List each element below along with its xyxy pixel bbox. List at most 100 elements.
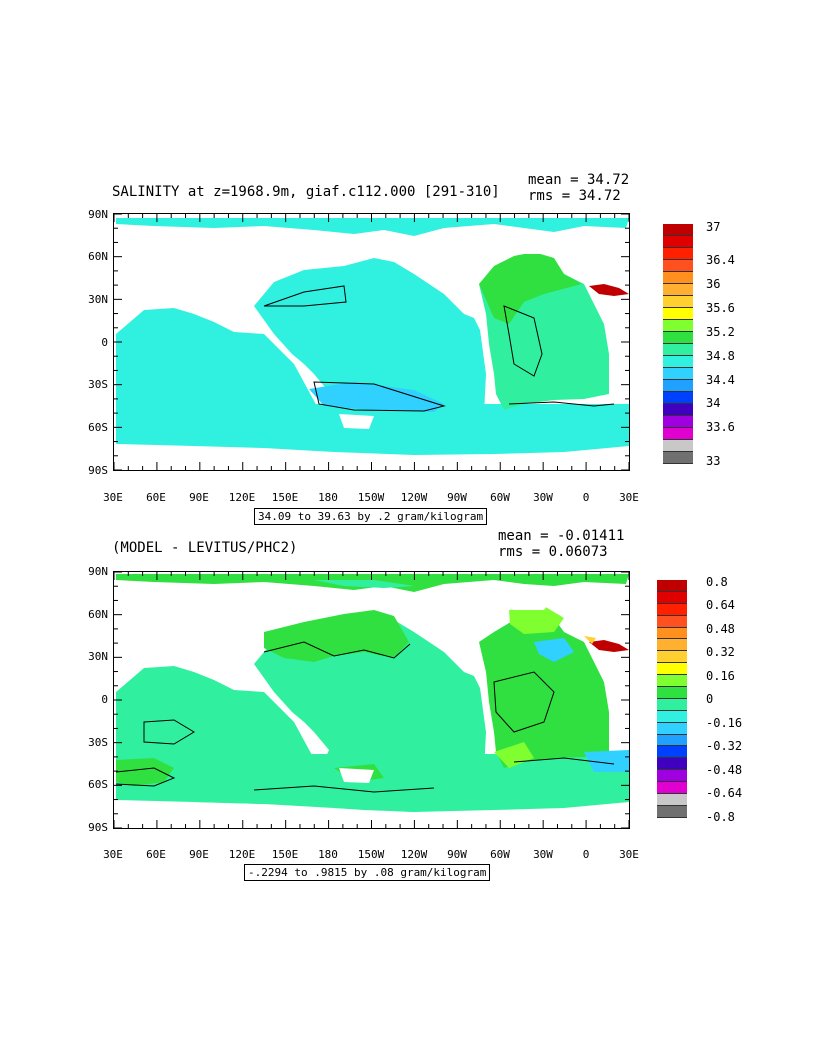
colorbar-swatch bbox=[663, 428, 693, 440]
lon-label: 150W bbox=[357, 491, 385, 504]
lon-label: 90W bbox=[447, 848, 467, 861]
colorbar bbox=[657, 580, 687, 818]
lat-label: 30S bbox=[88, 378, 108, 391]
colorbar-swatch bbox=[657, 651, 687, 664]
lon-label: 120E bbox=[228, 491, 256, 504]
lat-label: 90S bbox=[88, 464, 108, 477]
colorbar-swatch bbox=[657, 722, 687, 735]
colorbar-swatch bbox=[663, 404, 693, 416]
colorbar-label: 0.8 bbox=[706, 575, 728, 589]
lon-label: 30E bbox=[619, 491, 639, 504]
lon-label: 60E bbox=[146, 848, 166, 861]
colorbar-swatch bbox=[657, 758, 687, 771]
colorbar-swatch bbox=[663, 392, 693, 404]
lon-label: 120W bbox=[400, 491, 428, 504]
difference-field bbox=[114, 572, 629, 828]
lat-label: 30N bbox=[88, 650, 108, 663]
lat-label: 60N bbox=[88, 608, 108, 621]
colorbar-label: 0.32 bbox=[706, 645, 735, 659]
lat-label: 0 bbox=[101, 336, 108, 349]
colorbar-swatch bbox=[657, 639, 687, 652]
difference-map bbox=[113, 571, 630, 829]
colorbar-swatch bbox=[663, 308, 693, 320]
colorbar-swatch bbox=[657, 746, 687, 759]
colorbar-swatch bbox=[663, 356, 693, 368]
lon-label: 30E bbox=[103, 848, 123, 861]
lat-label: 30S bbox=[88, 736, 108, 749]
colorbar-label: -0.48 bbox=[706, 763, 743, 777]
lon-label: 150E bbox=[271, 848, 299, 861]
colorbar-label: 35.6 bbox=[706, 301, 735, 315]
colorbar-label: 37 bbox=[706, 220, 721, 234]
lon-label: 60W bbox=[490, 848, 510, 861]
colorbar-label: 0 bbox=[706, 692, 714, 706]
lat-label: 90S bbox=[88, 821, 108, 834]
colorbar-label: 33.6 bbox=[706, 420, 735, 434]
lon-label: 120W bbox=[400, 848, 428, 861]
mean-label: mean = -0.01411 bbox=[498, 528, 625, 544]
lon-label: 30E bbox=[103, 491, 123, 504]
panel-title: (MODEL - LEVITUS/PHC2) bbox=[112, 540, 298, 556]
colorbar-label: 0.48 bbox=[706, 622, 735, 636]
colorbar-swatch bbox=[663, 320, 693, 332]
colorbar-label: 34 bbox=[706, 396, 721, 410]
colorbar-swatch bbox=[657, 615, 687, 628]
lon-label: 0 bbox=[582, 491, 590, 504]
colorbar-swatch bbox=[663, 260, 693, 272]
lat-label: 0 bbox=[101, 693, 108, 706]
lon-label: 150E bbox=[271, 491, 299, 504]
colorbar-swatch bbox=[663, 284, 693, 296]
colorbar-swatch bbox=[663, 296, 693, 308]
colorbar-swatch bbox=[657, 675, 687, 688]
lon-label: 60W bbox=[490, 491, 510, 504]
colorbar-swatch bbox=[657, 782, 687, 795]
rms-label: rms = 0.06073 bbox=[498, 544, 608, 560]
colorbar-swatch bbox=[657, 580, 687, 592]
colorbar-swatch bbox=[657, 710, 687, 723]
lon-label: 120E bbox=[228, 848, 256, 861]
panel-title: SALINITY at z=1968.9m, giaf.c112.000 [29… bbox=[112, 184, 500, 200]
colorbar-label: 34.4 bbox=[706, 373, 735, 387]
colorbar-swatch bbox=[663, 248, 693, 260]
colorbar-swatch bbox=[657, 687, 687, 699]
colorbar-swatch bbox=[657, 698, 687, 711]
colorbar-swatch bbox=[663, 380, 693, 392]
rms-label: rms = 34.72 bbox=[528, 188, 621, 204]
lon-label: 90E bbox=[189, 491, 209, 504]
colorbar-swatch bbox=[657, 663, 687, 676]
lon-label: 30W bbox=[533, 491, 553, 504]
colorbar-label: -0.32 bbox=[706, 739, 743, 753]
colorbar-swatch bbox=[663, 272, 693, 284]
colorbar-swatch bbox=[663, 332, 693, 344]
contour-range: 34.09 to 39.63 by .2 gram/kilogram bbox=[254, 508, 488, 525]
colorbar-swatch bbox=[657, 591, 687, 604]
colorbar-swatch bbox=[657, 805, 687, 818]
colorbar-swatch bbox=[663, 452, 693, 464]
lon-label: 90E bbox=[189, 848, 209, 861]
colorbar-swatch bbox=[663, 236, 693, 248]
colorbar-swatch bbox=[657, 734, 687, 747]
colorbar-label: 36.4 bbox=[706, 253, 735, 267]
colorbar-swatch bbox=[663, 416, 693, 428]
lon-label: 60E bbox=[146, 491, 166, 504]
mean-label: mean = 34.72 bbox=[528, 172, 630, 188]
lon-label: 180 bbox=[318, 848, 338, 861]
colorbar-label: 0.64 bbox=[706, 598, 735, 612]
contour-range: -.2294 to .9815 by .08 gram/kilogram bbox=[244, 864, 491, 881]
colorbar-label: 36 bbox=[706, 277, 721, 291]
colorbar-label: 35.2 bbox=[706, 325, 735, 339]
lat-label: 60N bbox=[88, 250, 108, 263]
colorbar-swatch bbox=[663, 440, 693, 452]
colorbar-swatch bbox=[657, 627, 687, 640]
lon-label: 30E bbox=[619, 848, 639, 861]
colorbar-label: -0.8 bbox=[706, 810, 735, 824]
colorbar-swatch bbox=[657, 794, 687, 806]
colorbar-swatch bbox=[663, 344, 693, 356]
lat-label: 60S bbox=[88, 778, 108, 791]
salinity-map bbox=[113, 213, 630, 471]
colorbar-swatch bbox=[657, 770, 687, 783]
lat-label: 30N bbox=[88, 293, 108, 306]
colorbar-label: -0.16 bbox=[706, 716, 743, 730]
lat-label: 60S bbox=[88, 421, 108, 434]
lon-label: 0 bbox=[582, 848, 590, 861]
